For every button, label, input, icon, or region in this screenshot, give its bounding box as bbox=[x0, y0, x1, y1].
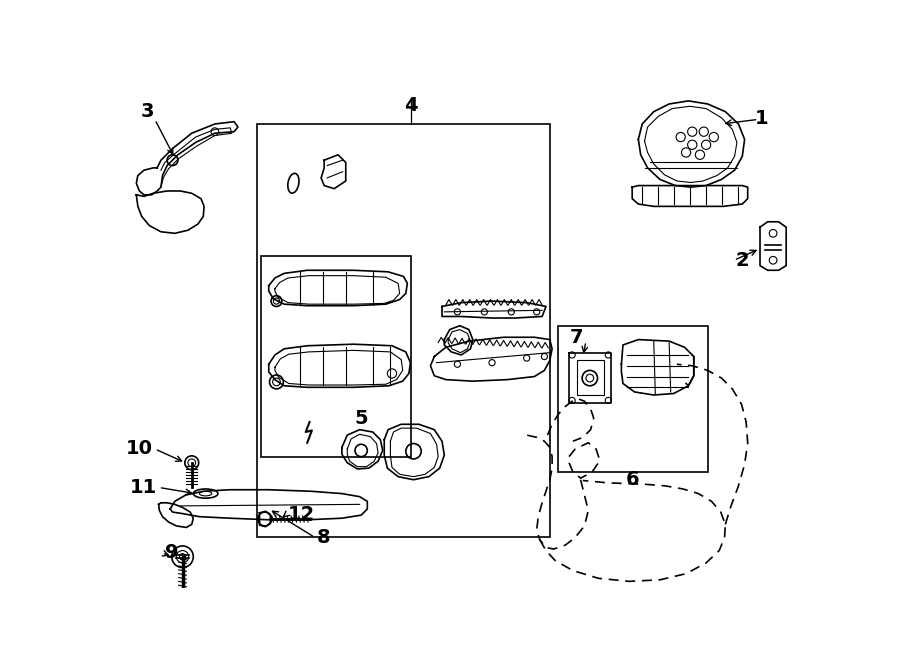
Text: 11: 11 bbox=[130, 478, 158, 497]
Bar bbox=[261, 256, 411, 457]
Text: 5: 5 bbox=[355, 408, 368, 428]
Text: 2: 2 bbox=[735, 251, 749, 270]
Text: 8: 8 bbox=[317, 528, 330, 547]
Text: 3: 3 bbox=[140, 102, 154, 121]
Text: 7: 7 bbox=[570, 328, 583, 347]
Bar bbox=[557, 326, 707, 472]
Text: 9: 9 bbox=[165, 543, 178, 563]
Text: 4: 4 bbox=[404, 97, 418, 115]
Text: 6: 6 bbox=[626, 470, 639, 489]
Text: 1: 1 bbox=[755, 108, 769, 128]
Bar bbox=[577, 360, 604, 395]
Bar bbox=[257, 124, 550, 537]
Text: 10: 10 bbox=[126, 440, 153, 459]
Text: 12: 12 bbox=[288, 505, 315, 524]
